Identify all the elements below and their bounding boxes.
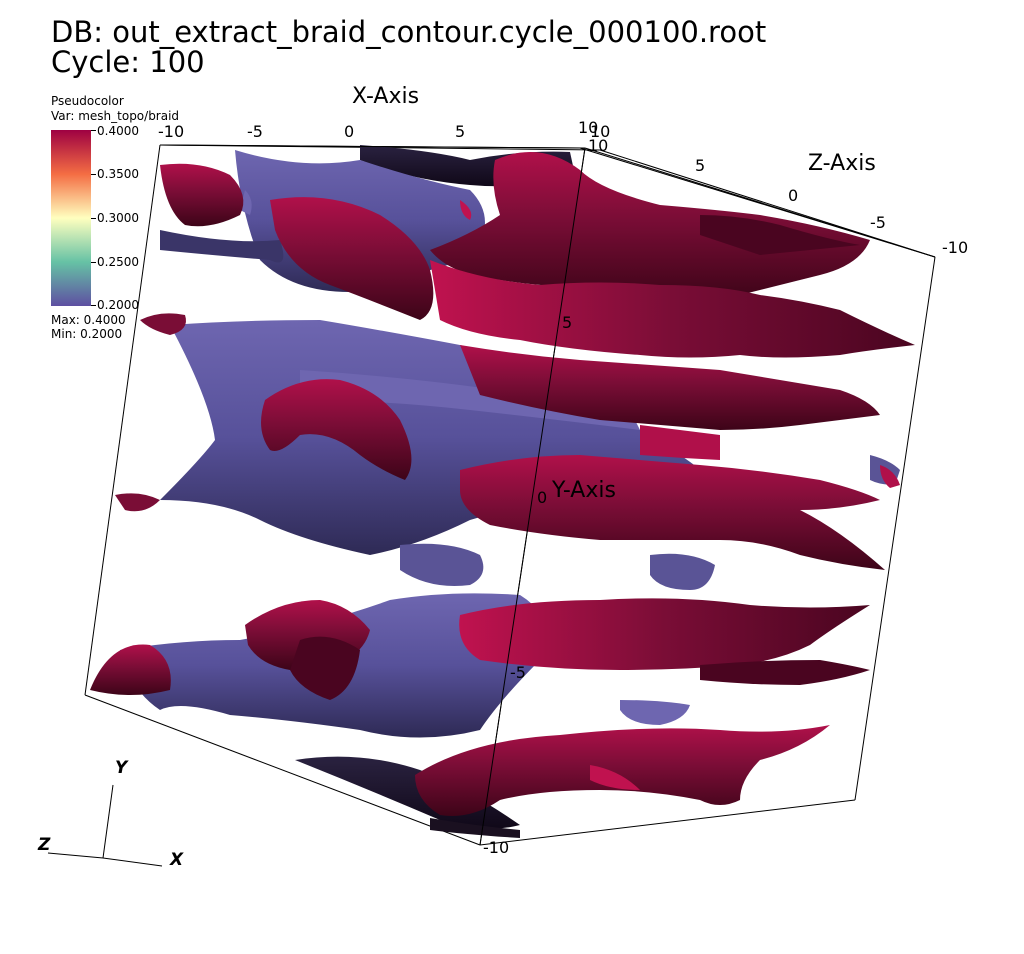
x-axis-line bbox=[159, 144, 586, 149]
cycle-label: Cycle: 100 bbox=[51, 45, 205, 79]
surface-patch bbox=[430, 260, 915, 358]
surface-patch bbox=[620, 700, 690, 725]
legend-title: Pseudocolor bbox=[51, 94, 124, 108]
triad-z-line bbox=[47, 852, 104, 859]
legend-variable: Var: mesh_topo/braid bbox=[51, 109, 180, 123]
surface-patch bbox=[700, 660, 870, 685]
surface-patch bbox=[700, 215, 860, 255]
legend-color-bar bbox=[51, 130, 91, 306]
legend-tick-mark bbox=[91, 174, 96, 175]
legend-tick-label: 0.3000 bbox=[97, 211, 139, 225]
x-axis-title: X-Axis bbox=[352, 84, 420, 109]
z-axis-line bbox=[584, 147, 936, 258]
z-tick-label: -10 bbox=[942, 238, 969, 257]
surface-patch bbox=[160, 230, 284, 263]
z-axis-title: Z-Axis bbox=[808, 151, 876, 176]
orientation-triad bbox=[47, 784, 163, 867]
surface-patch bbox=[430, 818, 520, 838]
surface-patch bbox=[459, 598, 870, 670]
legend-tick-label: 0.2500 bbox=[97, 255, 139, 269]
surface-patch bbox=[140, 313, 186, 335]
legend-tick-mark bbox=[91, 305, 96, 306]
y-axis-title: Y-Axis bbox=[552, 478, 616, 503]
surface-patch bbox=[270, 197, 434, 320]
triad-x-line bbox=[102, 857, 163, 867]
surface-patch bbox=[240, 190, 252, 215]
surface-patch bbox=[590, 765, 640, 790]
surface-patch bbox=[430, 152, 870, 300]
surface-patch bbox=[290, 636, 360, 700]
legend-tick-mark bbox=[91, 218, 96, 219]
legend-tick-label: 0.4000 bbox=[97, 124, 139, 138]
surface-patch bbox=[460, 455, 885, 570]
surface-patch bbox=[300, 370, 640, 430]
surface-patch bbox=[400, 543, 484, 586]
surface-patch bbox=[880, 465, 900, 488]
triad-x-label: X bbox=[170, 850, 184, 870]
y-tick-label: -10 bbox=[483, 838, 510, 857]
database-name: DB: out_extract_braid_contour.cycle_0001… bbox=[51, 15, 767, 49]
y-tick-label: 0 bbox=[537, 488, 548, 507]
legend-tick-mark bbox=[91, 130, 96, 131]
y-tick-label: 5 bbox=[562, 313, 573, 332]
x-tick-label: 0 bbox=[344, 122, 355, 141]
y-tick-label: -5 bbox=[510, 663, 526, 682]
surface-patch bbox=[90, 644, 171, 695]
z-tick-label: 5 bbox=[695, 156, 706, 175]
x-tick-label: 5 bbox=[455, 122, 466, 141]
x-tick-label: 10 bbox=[578, 118, 599, 137]
y-axis-line bbox=[479, 147, 586, 846]
z-tick-label: 10 bbox=[590, 122, 611, 141]
box-edge bbox=[84, 694, 481, 846]
triad-y-line bbox=[102, 784, 114, 859]
surface-patch bbox=[640, 425, 720, 460]
triad-y-label: Y bbox=[115, 758, 128, 778]
x-tick-label: -5 bbox=[247, 122, 263, 141]
surface-patch bbox=[160, 163, 244, 227]
box-edge bbox=[84, 144, 161, 696]
x-tick-label: -10 bbox=[158, 122, 185, 141]
legend-tick-label: 0.3500 bbox=[97, 167, 139, 181]
legend-min: Min: 0.2000 bbox=[51, 327, 123, 341]
box-edge bbox=[854, 256, 936, 801]
legend-max: Max: 0.4000 bbox=[51, 313, 126, 327]
legend-tick-mark bbox=[91, 262, 96, 263]
triad-z-label: Z bbox=[38, 835, 51, 855]
y-tick-label: 10 bbox=[588, 136, 609, 155]
isosurface-high-value bbox=[90, 152, 915, 816]
surface-patch bbox=[115, 493, 160, 512]
surface-patch bbox=[415, 725, 830, 816]
axis-ticks bbox=[159, 144, 936, 846]
box-edge bbox=[479, 799, 856, 846]
z-tick-label: -5 bbox=[870, 213, 886, 232]
surface-patch bbox=[261, 379, 412, 480]
surface-patch bbox=[460, 200, 472, 220]
surface-patch bbox=[460, 345, 880, 430]
legend-tick-label: 0.2000 bbox=[97, 298, 139, 312]
z-tick-label: 0 bbox=[788, 186, 799, 205]
surface-patch bbox=[650, 553, 715, 590]
